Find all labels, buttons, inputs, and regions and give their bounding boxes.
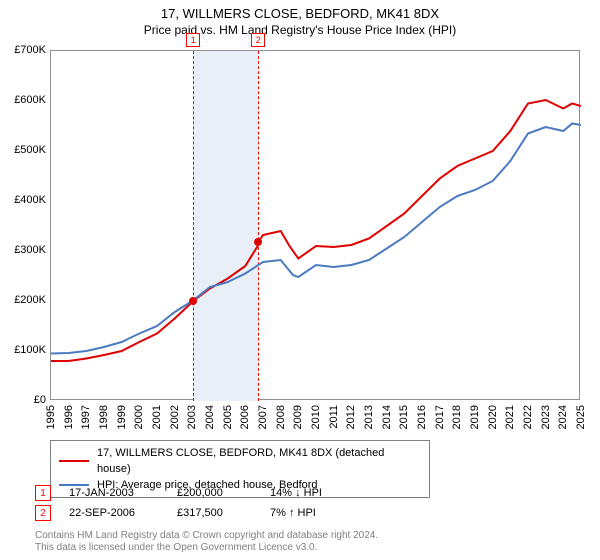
sale-row: 1 17-JAN-2003 £200,000 14% ↓ HPI — [35, 485, 350, 501]
x-tick-label: 2012 — [345, 405, 357, 429]
sale-marker-badge: 2 — [251, 33, 265, 47]
sale-price: £317,500 — [177, 507, 252, 519]
page-subtitle: Price paid vs. HM Land Registry's House … — [0, 23, 600, 37]
footer-line: Contains HM Land Registry data © Crown c… — [35, 530, 378, 542]
x-tick-label: 2014 — [381, 405, 393, 429]
sale-row: 2 22-SEP-2006 £317,500 7% ↑ HPI — [35, 505, 350, 521]
sale-marker-badge: 1 — [186, 33, 200, 47]
y-tick-label: £100K — [14, 344, 46, 356]
series-hpi — [51, 124, 581, 354]
sale-badge: 2 — [35, 505, 51, 521]
page-title: 17, WILLMERS CLOSE, BEDFORD, MK41 8DX — [0, 6, 600, 21]
sale-point-icon — [189, 297, 197, 305]
x-tick-label: 2011 — [328, 405, 340, 429]
x-tick-label: 2019 — [469, 405, 481, 429]
x-tick-label: 2017 — [434, 405, 446, 429]
plot-svg — [51, 51, 581, 401]
legend-item-property: 17, WILLMERS CLOSE, BEDFORD, MK41 8DX (d… — [59, 445, 421, 477]
y-tick-label: £400K — [14, 194, 46, 206]
x-tick-label: 2022 — [522, 405, 534, 429]
x-tick-label: 2000 — [133, 405, 145, 429]
footer-line: This data is licensed under the Open Gov… — [35, 542, 378, 554]
sale-price: £200,000 — [177, 487, 252, 499]
legend-line-icon — [59, 460, 89, 462]
sale-badge: 1 — [35, 485, 51, 501]
x-tick-label: 2018 — [451, 405, 463, 429]
y-tick-label: £500K — [14, 144, 46, 156]
x-tick-label: 2008 — [275, 405, 287, 429]
x-tick-label: 2005 — [222, 405, 234, 429]
x-tick-label: 1995 — [45, 405, 57, 429]
sale-hpi: 7% ↑ HPI — [270, 507, 350, 519]
x-tick-label: 2007 — [257, 405, 269, 429]
x-tick-label: 2003 — [186, 405, 198, 429]
footer: Contains HM Land Registry data © Crown c… — [35, 530, 378, 554]
x-tick-label: 1999 — [116, 405, 128, 429]
x-tick-label: 2024 — [557, 405, 569, 429]
x-tick-label: 2023 — [540, 405, 552, 429]
x-tick-label: 1996 — [63, 405, 75, 429]
sale-hpi: 14% ↓ HPI — [270, 487, 350, 499]
x-tick-label: 1998 — [98, 405, 110, 429]
series-property — [51, 100, 581, 361]
y-tick-label: £300K — [14, 244, 46, 256]
sale-point-icon — [254, 238, 262, 246]
x-tick-label: 2016 — [416, 405, 428, 429]
plot-area: 12 — [50, 50, 580, 400]
x-tick-label: 2009 — [292, 405, 304, 429]
sale-date: 22-SEP-2006 — [69, 507, 159, 519]
sales-list: 1 17-JAN-2003 £200,000 14% ↓ HPI 2 22-SE… — [35, 485, 350, 525]
x-tick-label: 1997 — [80, 405, 92, 429]
x-tick-label: 2020 — [487, 405, 499, 429]
sale-date: 17-JAN-2003 — [69, 487, 159, 499]
y-tick-label: £200K — [14, 294, 46, 306]
x-tick-label: 2002 — [169, 405, 181, 429]
x-tick-label: 2004 — [204, 405, 216, 429]
x-tick-label: 2025 — [575, 405, 587, 429]
x-tick-label: 2006 — [239, 405, 251, 429]
x-tick-label: 2015 — [398, 405, 410, 429]
x-tick-label: 2013 — [363, 405, 375, 429]
y-tick-label: £700K — [14, 44, 46, 56]
x-tick-label: 2010 — [310, 405, 322, 429]
title-area: 17, WILLMERS CLOSE, BEDFORD, MK41 8DX Pr… — [0, 0, 600, 37]
x-tick-label: 2021 — [504, 405, 516, 429]
chart-area: 12 £0£100K£200K£300K£400K£500K£600K£700K… — [50, 50, 580, 400]
y-tick-label: £600K — [14, 94, 46, 106]
legend-label: 17, WILLMERS CLOSE, BEDFORD, MK41 8DX (d… — [97, 445, 421, 477]
x-tick-label: 2001 — [151, 405, 163, 429]
chart-container: 17, WILLMERS CLOSE, BEDFORD, MK41 8DX Pr… — [0, 0, 600, 560]
